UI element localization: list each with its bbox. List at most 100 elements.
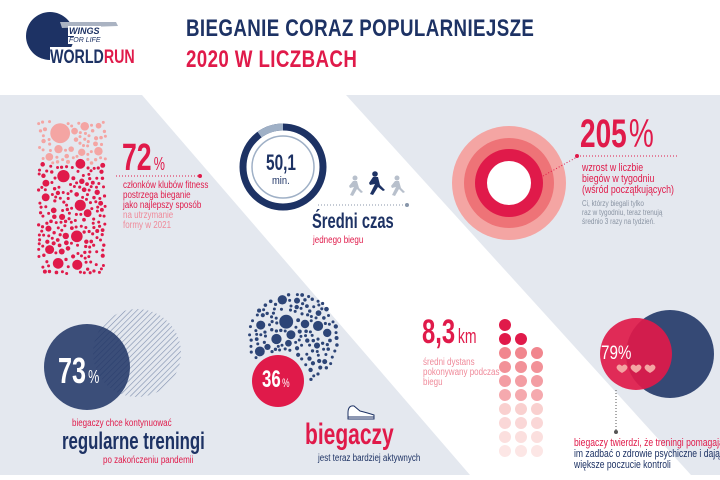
bubble: [38, 145, 42, 149]
bubble: [41, 148, 45, 152]
bubble: [59, 165, 64, 169]
bubble: [324, 366, 329, 370]
bubble: [300, 293, 305, 297]
bubble: [95, 122, 102, 129]
bubble: [279, 328, 283, 333]
bubble: [42, 179, 50, 187]
bubble: [52, 187, 57, 191]
bubble: [98, 214, 102, 218]
mental-text-line: większe poczucie kontroli: [574, 459, 671, 471]
distance-value: 8,3: [422, 313, 456, 351]
bubble: [41, 244, 45, 248]
bubble: [92, 269, 96, 273]
bubble: [316, 372, 320, 376]
bubble: [54, 251, 58, 255]
bubble: [95, 236, 99, 240]
bubble: [47, 264, 51, 268]
bubble: [38, 129, 43, 133]
bubble: [329, 362, 333, 366]
bubble: [333, 349, 337, 353]
growth-text-line: wzrost w liczbie: [582, 162, 644, 174]
bubble: [58, 233, 62, 237]
bubble: [54, 195, 58, 199]
bubble: [248, 333, 252, 337]
bubble: [300, 319, 310, 329]
bubble: [65, 203, 69, 207]
bubble: [100, 253, 105, 258]
bubble: [71, 230, 83, 243]
bubble: [296, 352, 301, 357]
bubble: [62, 200, 66, 204]
bubble: [75, 154, 79, 158]
runner-icons: [349, 171, 405, 196]
bubble: [300, 343, 304, 347]
growth-value: 205%: [580, 112, 654, 157]
bubble: [270, 328, 274, 332]
bubble: [279, 314, 294, 329]
bubble: [54, 270, 59, 275]
bubble: [98, 200, 104, 206]
bubble: [65, 271, 69, 275]
bubble: [50, 207, 57, 214]
bubble: [86, 140, 90, 144]
regular-value: 73: [58, 350, 87, 391]
bubble: [97, 224, 102, 228]
bubble: [324, 306, 329, 312]
bubble: [58, 248, 65, 255]
bubble: [84, 244, 88, 249]
bubble: [249, 344, 253, 348]
bubble: [99, 238, 103, 242]
bubble: [515, 417, 527, 429]
bubble: [103, 204, 107, 208]
bubble: [312, 374, 316, 378]
bubble: [310, 349, 315, 353]
bubble: [324, 352, 328, 356]
shoe-icon: [347, 405, 375, 420]
bubble: [64, 148, 68, 152]
bubble: [531, 417, 543, 429]
bubble: [273, 302, 278, 307]
bubble: [299, 334, 303, 338]
bubble: [53, 176, 57, 180]
bubble: [57, 169, 70, 183]
bubble: [89, 150, 93, 154]
bubble: [300, 312, 304, 316]
bubble: [65, 246, 71, 251]
bubble: [40, 162, 45, 167]
bubble: [39, 205, 43, 209]
page-title: BIEGANIE CORAZ POPULARNIEJSZE: [186, 15, 535, 42]
bubble: [91, 232, 95, 236]
bubble: [294, 325, 298, 329]
bubble: [71, 156, 75, 160]
logo[interactable]: WINGS FOR LIFE WORLDRUN: [38, 10, 148, 70]
bubble: [50, 181, 54, 185]
bubble: [45, 245, 55, 255]
bubble: [92, 217, 96, 221]
bubble: [270, 349, 274, 354]
bubble: [94, 200, 98, 204]
bubble: [515, 445, 527, 457]
bubble: [52, 258, 64, 269]
bubble: [84, 239, 89, 244]
bubble: [94, 158, 98, 162]
bubble: [92, 195, 96, 200]
bubble: [63, 224, 67, 228]
bubble: [270, 320, 274, 324]
bubble: [99, 156, 103, 160]
regular-pre: biegaczy chce kontynuować: [72, 418, 172, 429]
bubble: [323, 321, 327, 326]
bubble: [87, 255, 91, 259]
bubble: [308, 330, 312, 334]
bubble: [88, 250, 92, 254]
bubble: [296, 318, 301, 323]
bubble: [309, 315, 313, 319]
bubble: [263, 330, 267, 334]
bubble: [59, 213, 66, 220]
bubble: [263, 334, 267, 338]
bubble: [294, 340, 298, 344]
bubble: [499, 333, 511, 345]
bubble: [85, 182, 89, 187]
bubble: [318, 365, 323, 370]
bubble: [102, 185, 106, 189]
bubble: [98, 196, 102, 200]
